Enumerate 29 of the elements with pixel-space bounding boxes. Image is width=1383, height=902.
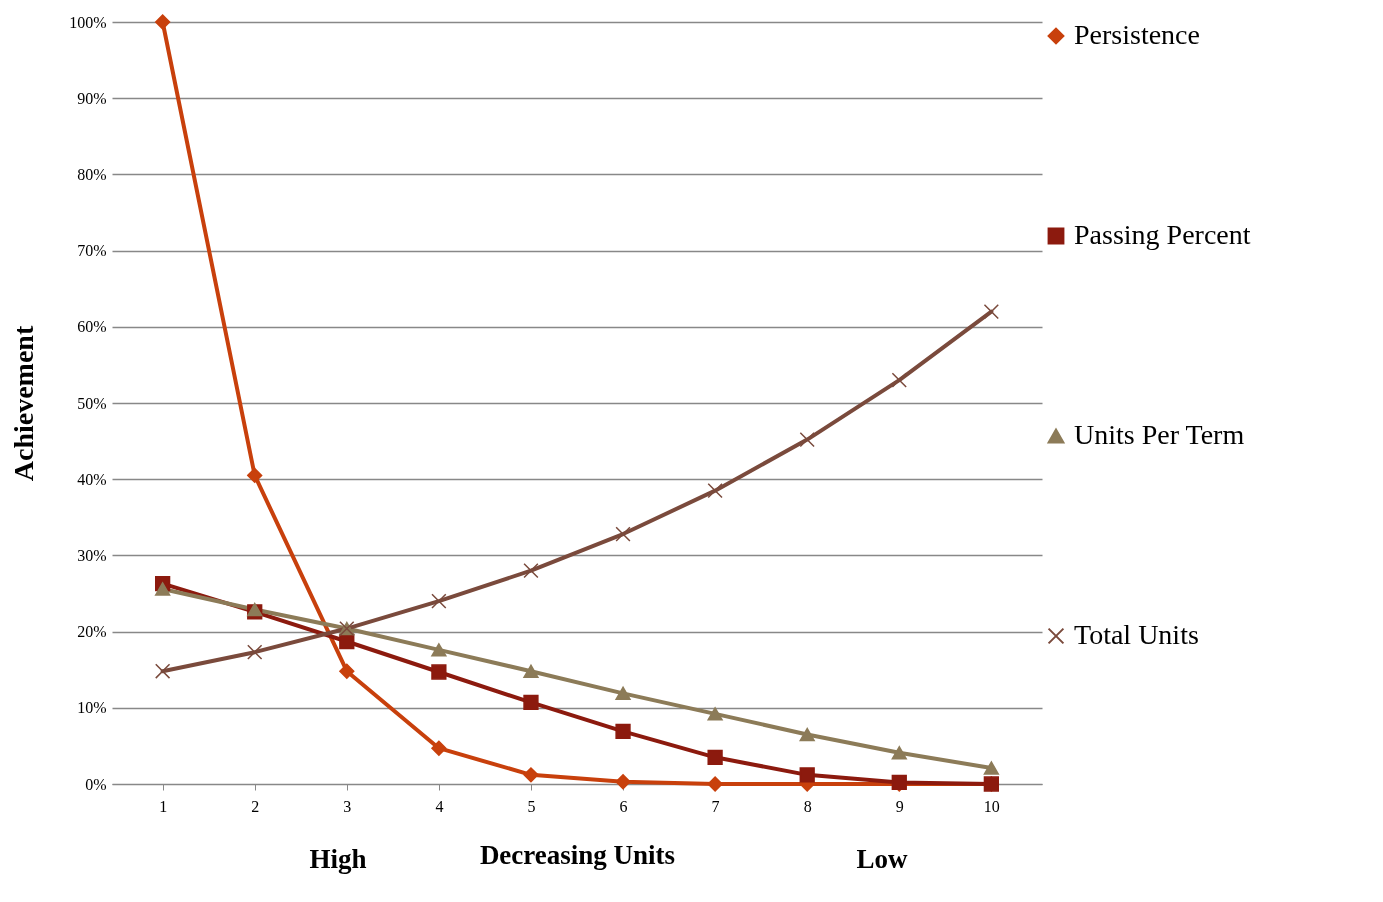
y-tick-label: 30% (77, 546, 107, 564)
legend-label: Units Per Term (1074, 419, 1245, 450)
y-axis-title: Achievement (8, 325, 40, 482)
y-tick-label: 100% (69, 13, 107, 31)
legend-label: Passing Percent (1074, 219, 1251, 250)
y-tick-label: 80% (77, 165, 107, 183)
y-tick-label: 50% (77, 394, 107, 412)
legend-label: Persistence (1074, 19, 1200, 50)
y-tick-label: 20% (77, 623, 107, 641)
x-tick-label: 5 (527, 797, 536, 815)
y-tick-label: 0% (85, 775, 107, 793)
y-tick-label: 70% (77, 242, 107, 260)
y-tick-label: 40% (77, 470, 107, 488)
y-tick-label: 60% (77, 318, 107, 336)
x-tick-label: 7 (711, 797, 720, 815)
text: High (309, 844, 367, 874)
x-tick-label: 4 (435, 797, 444, 815)
x-tick-label: 1 (159, 797, 168, 815)
x-tick-label: 8 (803, 797, 812, 815)
x-tick-label: 2 (251, 797, 260, 815)
x-tick-label: 3 (343, 797, 352, 815)
x-axis-title: Decreasing Units (479, 839, 676, 870)
x-tick-label: 6 (619, 797, 628, 815)
x-tick-label: 9 (895, 797, 904, 815)
text: Low (856, 844, 908, 874)
y-tick-label: 90% (77, 89, 107, 107)
legend-label: Total Units (1074, 619, 1199, 650)
x-tick-label: 10 (983, 797, 1000, 815)
y-tick-label: 10% (77, 699, 107, 717)
